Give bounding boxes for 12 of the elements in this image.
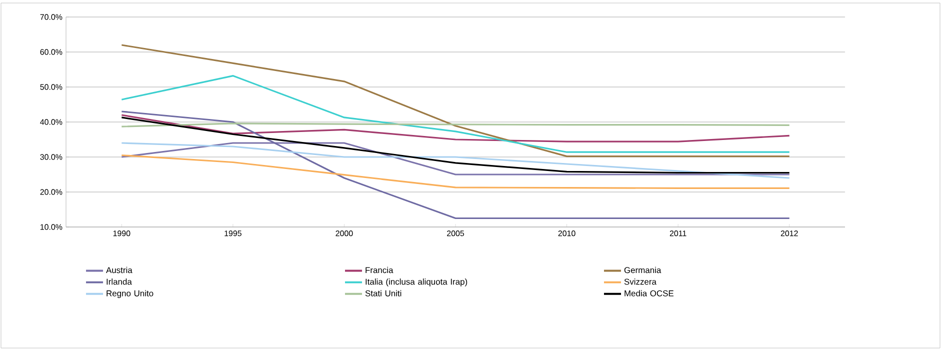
legend-label: Stati Uniti [365,290,402,296]
legend-label: Irlanda [106,278,132,285]
legend-label: Regno Unito [106,290,154,298]
legend-label: Media OCSE [624,290,674,296]
line-series [120,154,790,189]
legend-label: Italia (inclusa aliquota Irap) [366,278,468,286]
legend-label: Germania [624,266,662,274]
legend-label: Svizzera [624,278,656,285]
legend-label: Austria [106,266,132,274]
line-series [120,116,790,174]
line-series [120,114,790,142]
legend-label: Francia [366,266,394,274]
